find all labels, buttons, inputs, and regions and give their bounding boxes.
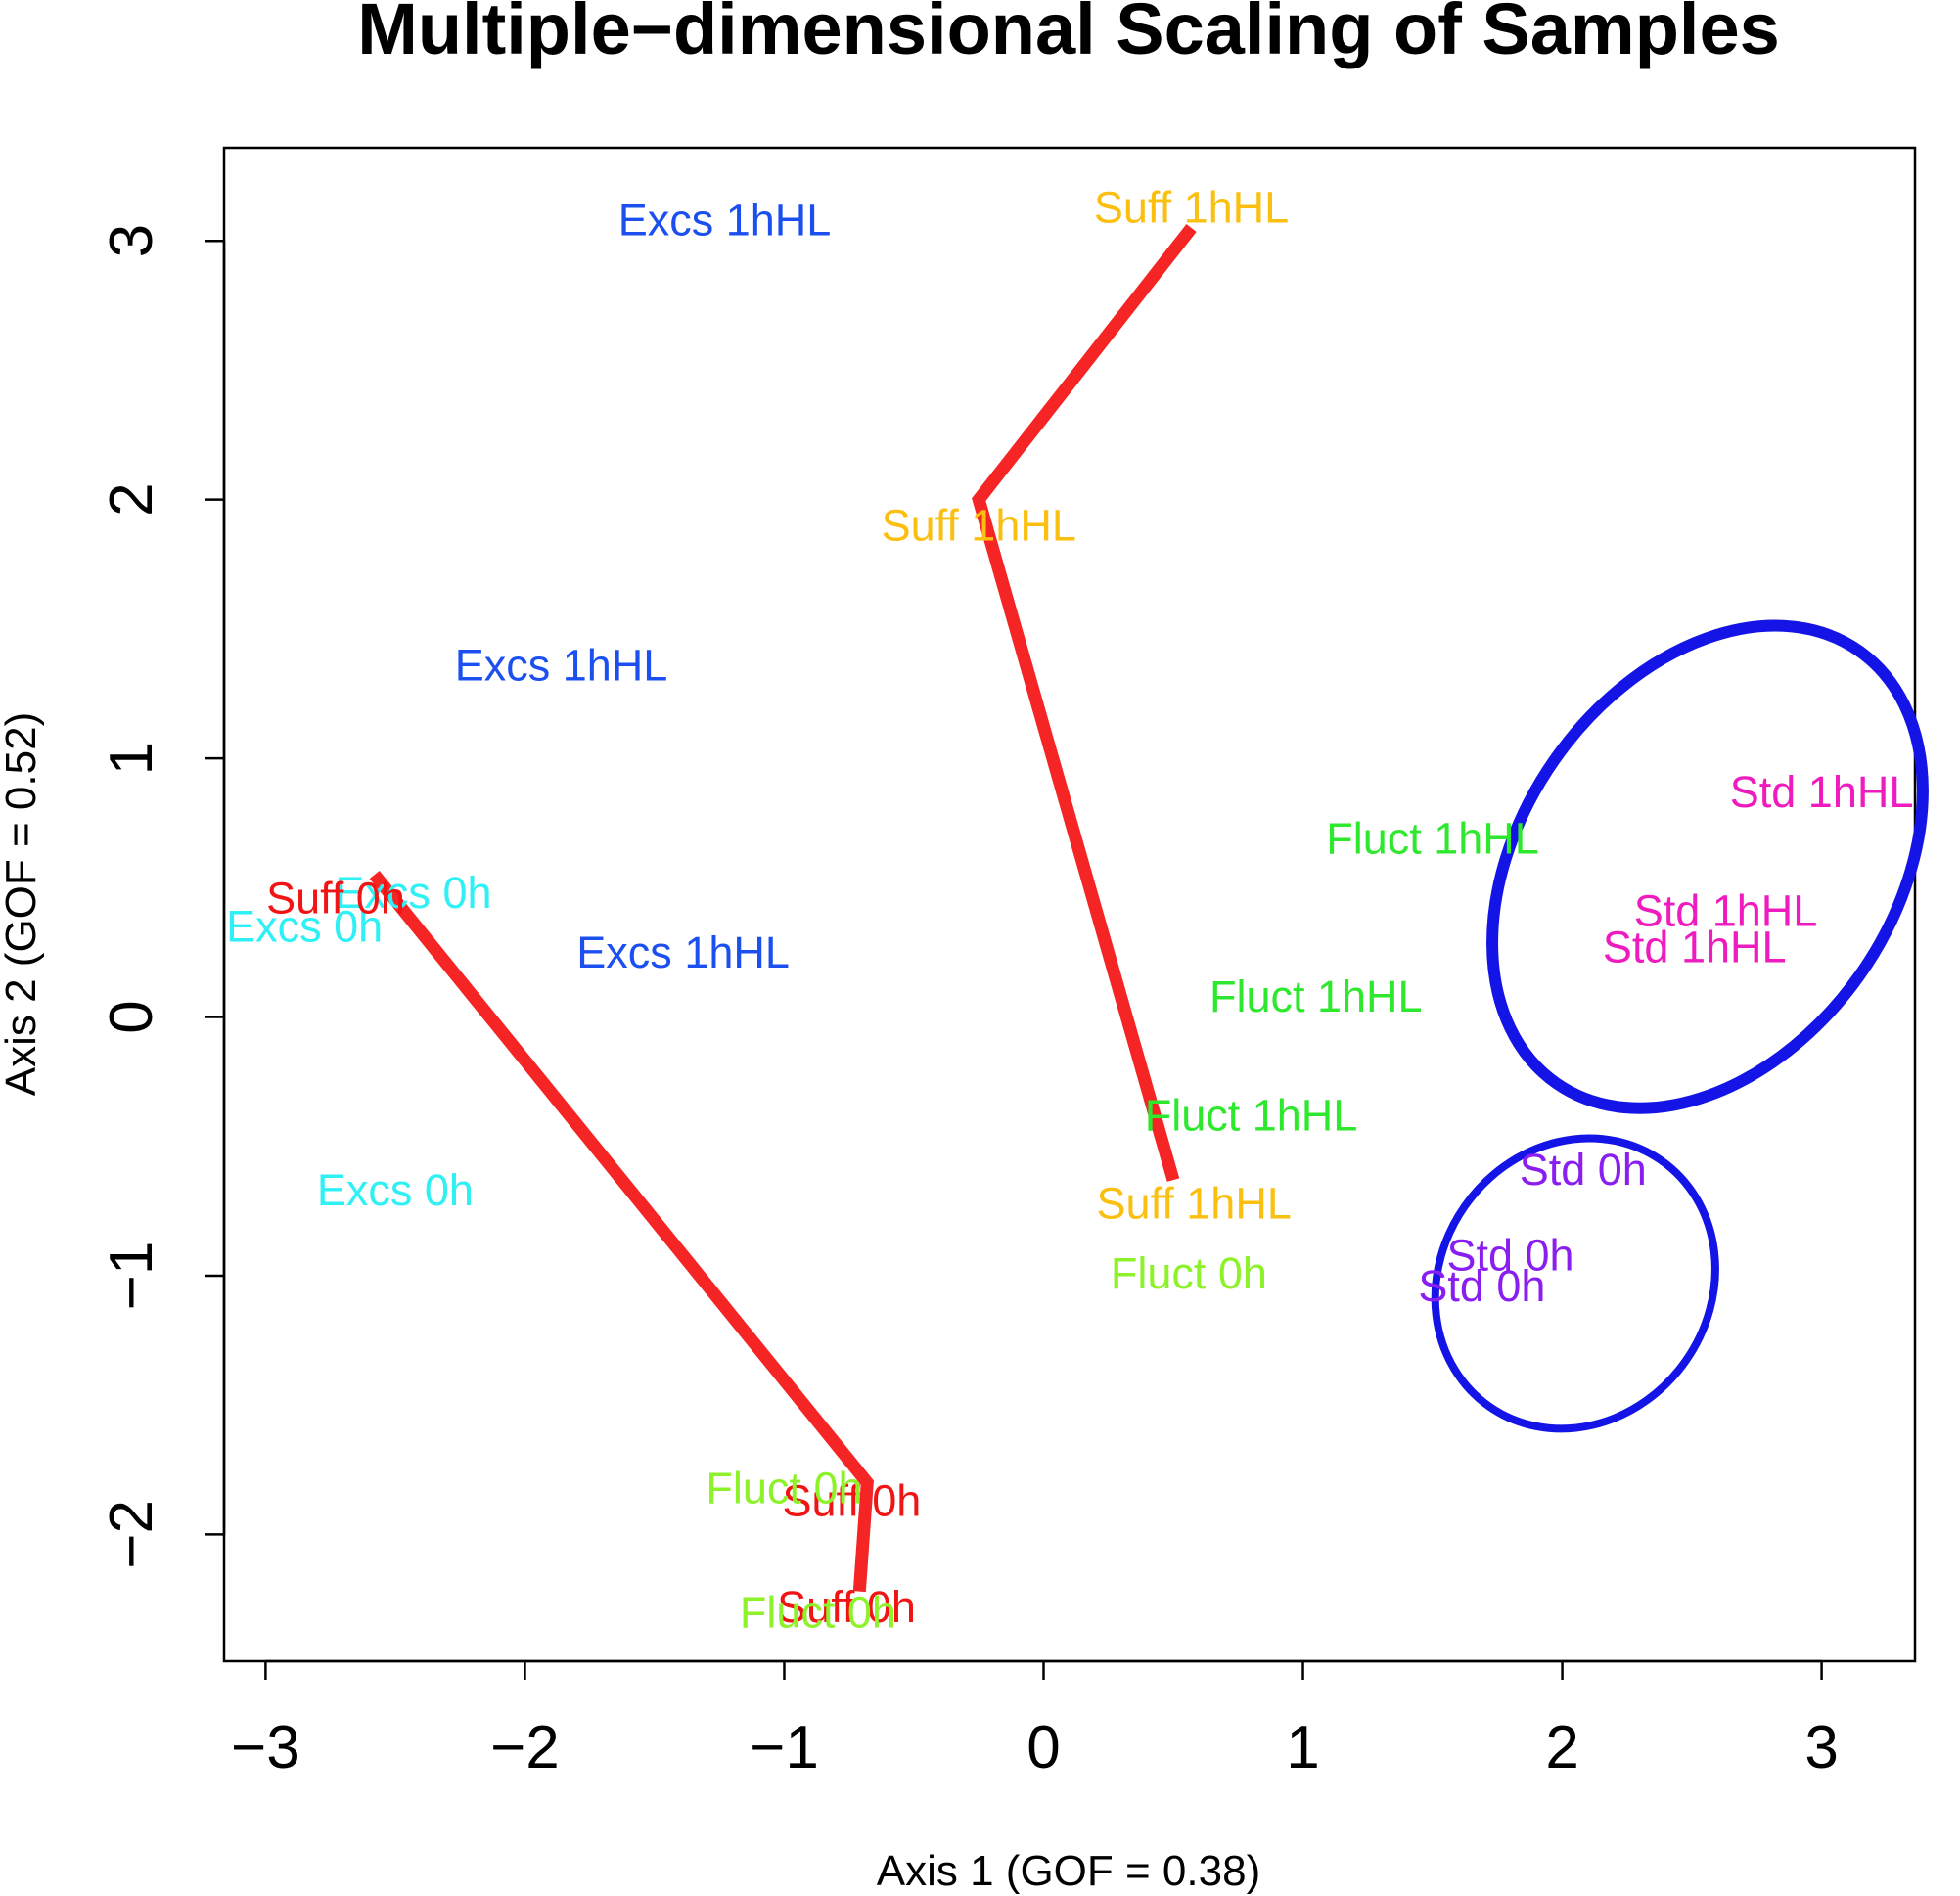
x-tick-label: −2 xyxy=(490,1714,560,1782)
y-tick-label: 0 xyxy=(98,1000,165,1033)
x-tick-label: −3 xyxy=(231,1714,300,1782)
y-tick-label: 1 xyxy=(98,742,165,775)
y-axis: −2 −1 0 1 2 3 xyxy=(98,224,226,1569)
sample-label: Suff 1hHL xyxy=(882,501,1076,551)
sample-label: Suff 1hHL xyxy=(1097,1178,1292,1228)
sample-label: Suff 1hHL xyxy=(1094,182,1289,232)
sample-label: Suff 0h xyxy=(777,1582,916,1632)
chart-title: Multiple−dimensional Scaling of Samples xyxy=(357,0,1780,69)
sample-label: Fluct 0h xyxy=(740,1587,896,1637)
y-tick-label: 2 xyxy=(98,482,165,516)
y-tick-label: −1 xyxy=(98,1241,165,1311)
cluster-ellipses xyxy=(1431,619,1929,1433)
sample-label: Fluct 1hHL xyxy=(1209,971,1423,1021)
x-tick-label: 0 xyxy=(1026,1714,1060,1782)
sample-label: Excs 0h xyxy=(335,868,491,918)
x-tick-label: −1 xyxy=(750,1714,819,1782)
x-tick-label: 2 xyxy=(1545,1714,1578,1782)
x-axis-title: Axis 1 (GOF = 0.38) xyxy=(877,1847,1260,1895)
sample-label: Std 0h xyxy=(1520,1145,1647,1195)
sample-label: Excs 0h xyxy=(226,901,383,951)
sample-label: Suff 0h xyxy=(782,1476,921,1526)
sample-label: Fluct 1hHL xyxy=(1145,1091,1358,1141)
sample-label: Excs 1hHL xyxy=(576,927,790,977)
sample-label: Std 1hHL xyxy=(1730,767,1914,817)
sample-label: Std 1hHL xyxy=(1634,886,1818,936)
trajectory-line xyxy=(972,223,1197,1182)
y-tick-label: 3 xyxy=(98,224,165,257)
sample-label: Suff 0h xyxy=(266,873,405,923)
trajectory-lines xyxy=(369,223,1197,1593)
x-tick-label: 1 xyxy=(1286,1714,1319,1782)
x-axis: −3 −2 −1 0 1 2 3 xyxy=(231,1659,1839,1782)
sample-label: Std 0h xyxy=(1418,1261,1545,1311)
cluster-ellipse xyxy=(1431,1134,1719,1433)
sample-label: Std 0h xyxy=(1446,1230,1573,1280)
cluster-ellipse xyxy=(1486,619,1929,1114)
y-tick-label: −2 xyxy=(98,1500,165,1569)
sample-label: Excs 1hHL xyxy=(455,640,668,690)
sample-label: Excs 0h xyxy=(317,1165,474,1215)
sample-label: Fluct 1hHL xyxy=(1326,814,1539,864)
sample-label: Excs 1hHL xyxy=(618,196,832,246)
trajectory-line xyxy=(369,870,874,1593)
x-tick-label: 3 xyxy=(1804,1714,1838,1782)
sample-label: Std 1hHL xyxy=(1603,923,1787,972)
sample-label: Fluct 0h xyxy=(1111,1248,1267,1298)
sample-label: Fluct 0h xyxy=(706,1463,862,1512)
y-axis-title: Axis 2 (GOF = 0.52) xyxy=(0,712,45,1096)
